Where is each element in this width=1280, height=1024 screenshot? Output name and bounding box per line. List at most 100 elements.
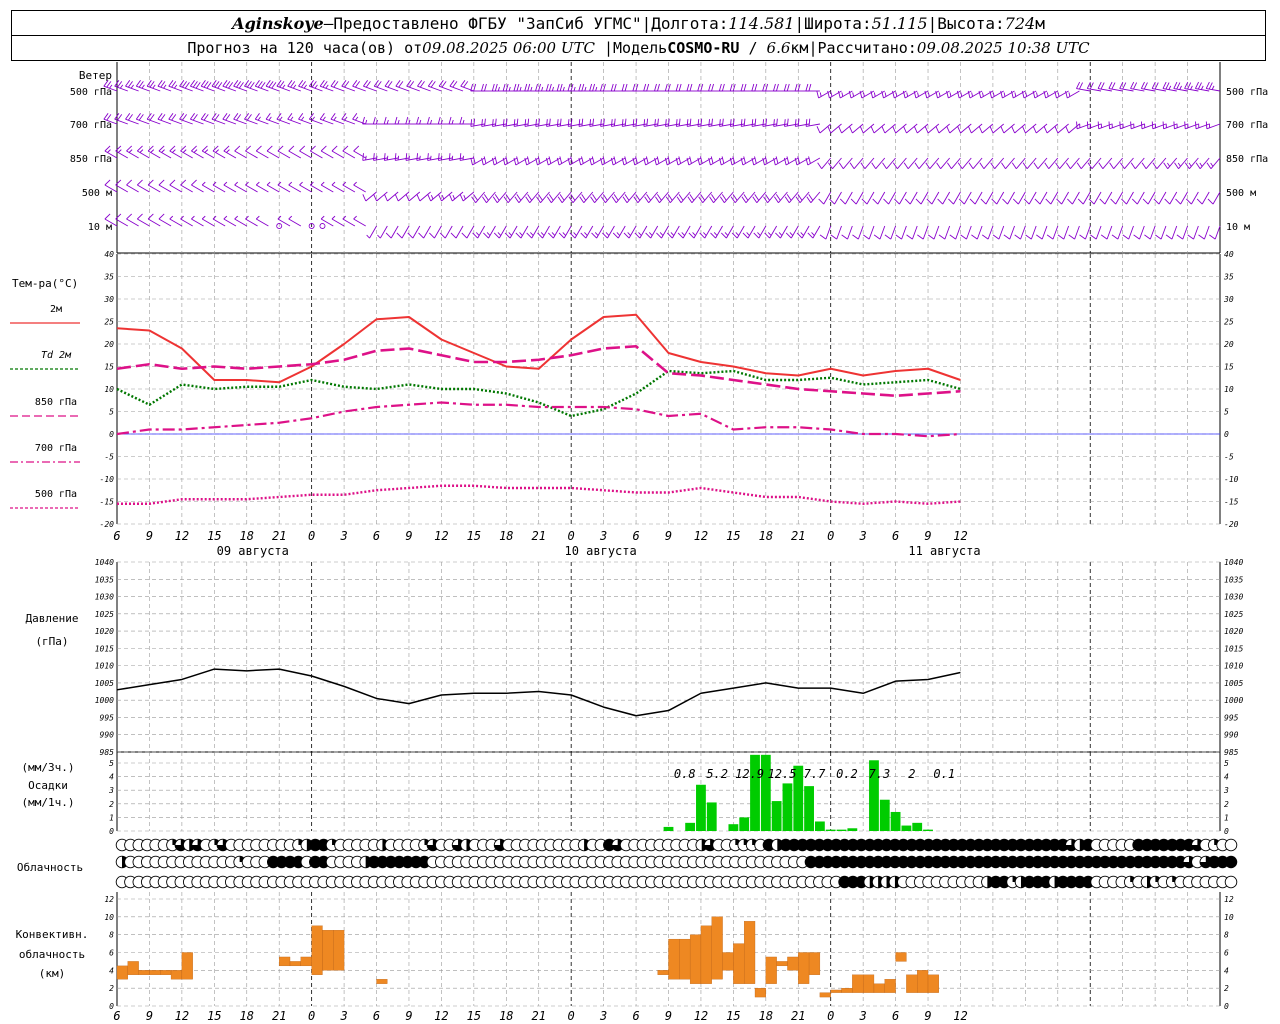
wind-barb [135,113,150,125]
temp-xtick-label: 21 [272,529,286,543]
conv-xtick-label: 6 [113,1009,120,1023]
subtitle-bar: Прогноз на 120 часа(ов) от 09.08.2025 06… [11,35,1266,61]
wind-barb [895,225,907,240]
day-label: 10 августа [564,544,636,558]
wind-barb [644,191,659,204]
wind-level-label: 500 м [82,188,112,199]
conv-ytick-left: 0 [109,1002,114,1011]
precip-bar [750,754,760,831]
precip-bar [890,811,901,831]
conv-xtick-label: 21 [791,1009,805,1023]
wind-barb [460,80,475,92]
conv-xtick-label: 18 [240,1009,254,1023]
convective-bar [279,956,291,967]
conv-xtick-label: 9 [665,1009,672,1023]
temp-series-line [117,484,961,505]
temp-series-line [116,401,961,438]
wind-barb [353,215,366,227]
wind-barb [535,118,550,127]
wind-barb [308,113,323,125]
forecast-prefix: Прогноз на 120 часа(ов) от [187,39,423,57]
wind-barb [1194,81,1210,92]
temp-ytick-left: 20 [104,340,114,349]
wind-barb [377,225,388,239]
convective-bar [873,983,885,993]
wind-barb [924,90,940,99]
wind-barb [655,191,669,204]
wind-barb [710,225,723,239]
temp-xtick-label: 9 [405,529,412,543]
wind-barb [126,179,139,193]
wind-barb [859,123,875,134]
wind-barb [137,179,150,193]
conv-ytick-right: 12 [1224,895,1234,904]
wind-barb [189,80,204,92]
convective-bar [798,952,810,984]
wind-barb [849,123,864,134]
wind-barb [830,225,842,240]
precip-bar [901,825,912,831]
pressure-ytick-left: 1005 [95,679,114,688]
wind-barb [437,153,453,161]
precip-bar [728,824,739,831]
wind-barb [438,191,453,202]
subtitle-separator: | [808,39,818,57]
precip-bar [814,821,825,831]
wind-barb [201,145,215,159]
wind-barb [958,191,972,205]
wind-barb [839,191,853,205]
wind-barb [276,223,283,229]
convective-bar [376,979,388,984]
wind-barb [212,145,226,159]
convective-bar [700,925,712,984]
conv-xtick-label: 0 [568,1009,575,1023]
wind-barb [483,225,496,239]
wind-barb [211,80,226,92]
wind-barb [459,153,474,161]
temp-ytick-right: 30 [1223,295,1234,304]
wind-level-label-right: 500 м [1226,188,1256,199]
wind-barb [870,90,885,99]
convective-bar [160,970,172,975]
wind-level-label: 850 гПа [70,154,112,165]
wind-barb [676,191,691,204]
wind-barb [654,118,669,127]
precip-ytick-right: 2 [1224,800,1229,809]
cloud-cover-icon [1224,875,1238,889]
wind-barb [937,191,951,205]
wind-barb [1153,191,1167,205]
wind-barb [342,215,356,227]
wind-barb [319,223,326,229]
wind-barb [1110,191,1124,205]
precip-bar [771,801,782,831]
pressure-ytick-right: 1025 [1224,610,1243,619]
temp-ytick-right: 5 [1224,408,1229,417]
wind-barb [234,181,247,193]
wind-barb [1076,81,1091,92]
convective-bar [322,930,334,971]
wind-barb [677,225,691,239]
precip-ytick-right: 5 [1224,759,1229,768]
wind-barb [299,181,312,193]
wind-barb [589,156,604,166]
precip-axis-title: Осадки [28,779,68,792]
wind-barb [948,191,961,205]
wind-barb [980,191,994,205]
wind-barb [881,123,896,134]
wind-barb [319,80,334,92]
convective-bar [170,970,183,980]
wind-barb [602,225,615,239]
wind-barb [125,80,139,92]
wind-barb [633,191,648,204]
altitude-label: Высота: [937,13,1005,33]
wind-barb [852,225,864,240]
conv-xtick-label: 3 [599,1009,607,1023]
pressure-ytick-left: 995 [100,713,115,722]
wind-barb [946,90,961,99]
temp-legend-label: 850 гПа [35,397,77,408]
wind-barb [1198,225,1210,240]
wind-barb [288,215,302,227]
wind-barb [687,191,702,204]
wind-barb [1065,90,1080,99]
wind-barb [1022,123,1037,134]
